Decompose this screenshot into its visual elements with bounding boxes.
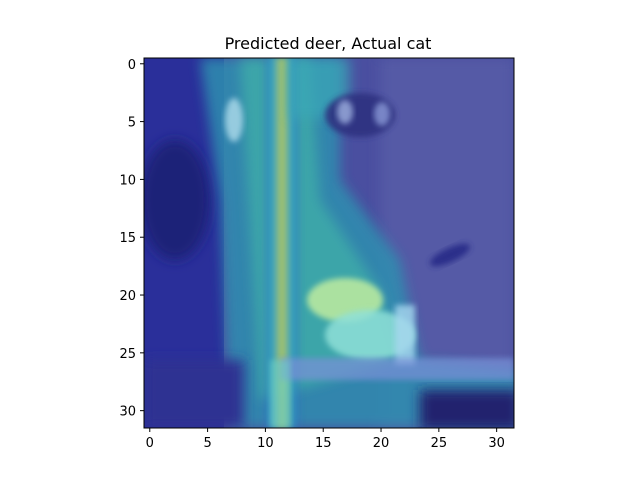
x-tick-label: 25: [431, 436, 448, 451]
x-tick-label: 15: [315, 436, 332, 451]
y-tick-label: 20: [119, 289, 136, 304]
y-tick-label: 15: [119, 231, 136, 246]
x-tick-label: 5: [203, 436, 211, 451]
x-axis: 0 5 10 15 20 25 30: [146, 428, 505, 451]
x-tick-label: 0: [146, 436, 154, 451]
axes-frame: [143, 57, 515, 429]
y-tick-label: 5: [128, 116, 136, 131]
y-tick-label: 30: [119, 405, 136, 420]
x-tick-label: 30: [488, 436, 505, 451]
chart-title: Predicted deer, Actual cat: [225, 34, 432, 53]
y-tick-label: 10: [119, 173, 136, 188]
x-tick-label: 10: [257, 436, 274, 451]
y-axis: 0 5 10 15 20 25 30: [119, 58, 144, 420]
y-tick-label: 0: [128, 58, 136, 73]
heatmap-image: [144, 58, 514, 428]
x-tick-label: 20: [373, 436, 390, 451]
y-tick-label: 25: [119, 347, 136, 362]
